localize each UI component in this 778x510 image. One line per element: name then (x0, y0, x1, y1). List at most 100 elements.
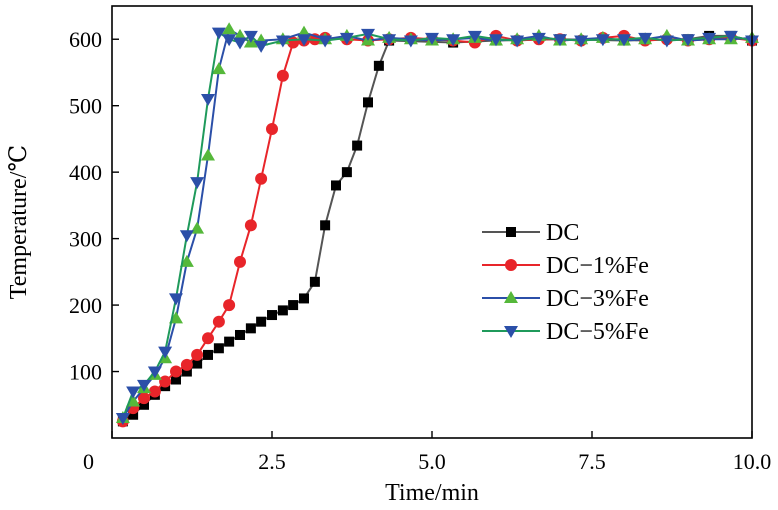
data-point (266, 122, 278, 135)
data-point (382, 34, 397, 47)
data-point (126, 386, 141, 399)
data-point (659, 35, 674, 48)
data-point (212, 315, 225, 328)
data-point (341, 167, 352, 178)
data-point (288, 300, 299, 311)
data-point (170, 365, 182, 378)
data-point (224, 336, 235, 347)
data-point (179, 230, 194, 243)
data-point (254, 40, 269, 53)
data-point (638, 32, 653, 45)
series-group (115, 22, 759, 428)
data-point (169, 293, 183, 306)
data-point (255, 172, 268, 185)
data-point (191, 348, 204, 361)
y-tick-label: 200 (69, 293, 102, 318)
data-point (373, 60, 384, 71)
data-point (363, 97, 373, 108)
data-point (201, 94, 215, 107)
legend-label: DC (546, 220, 579, 246)
axis-ticks: 0 2.5 5.0 7.5 10.0 100 200 300 400 500 600 (69, 27, 771, 474)
data-point (222, 34, 237, 47)
legend-entry: DC−1%Fe (482, 253, 649, 279)
data-point (147, 366, 162, 379)
data-point (510, 35, 525, 48)
data-point (192, 358, 203, 369)
series-2 (116, 29, 758, 428)
series-line (121, 30, 753, 419)
data-point (223, 299, 236, 312)
x-tick-label: 10.0 (733, 449, 772, 474)
data-point (138, 392, 150, 405)
series-3 (115, 22, 759, 424)
legend-entry: DC−5%Fe (482, 319, 649, 345)
data-point (213, 343, 224, 354)
data-point (403, 35, 418, 48)
y-tick-label: 600 (69, 27, 102, 52)
data-point (222, 22, 237, 35)
data-point (202, 332, 214, 345)
y-tick-label: 400 (69, 160, 102, 185)
data-point (234, 255, 246, 268)
data-point (318, 35, 333, 48)
data-point (201, 148, 215, 161)
data-point (352, 140, 363, 151)
legend-marker (504, 291, 518, 303)
data-point (115, 413, 130, 426)
y-tick-label: 500 (69, 94, 102, 119)
series-1 (117, 30, 757, 427)
data-point (139, 399, 149, 410)
x-tick-label: 0 (83, 449, 94, 474)
data-point (159, 375, 172, 388)
data-point (489, 34, 503, 47)
data-point (574, 35, 589, 48)
plot-frame (111, 5, 753, 439)
data-point (276, 69, 289, 82)
series-line (122, 34, 753, 422)
data-point (595, 34, 610, 47)
data-point (681, 34, 695, 47)
data-point (233, 37, 247, 50)
legend-label: DC−3%Fe (546, 286, 649, 312)
y-tick-label: 100 (69, 360, 102, 385)
data-point (211, 27, 226, 40)
data-point (235, 329, 245, 340)
data-point (277, 305, 288, 316)
data-point (181, 366, 192, 377)
y-axis-title: Temperature/℃ (6, 145, 32, 299)
series-4 (115, 27, 759, 426)
legend: DC DC−1%Fe DC−3%Fe DC−5%Fe (482, 220, 649, 345)
data-point (702, 32, 717, 45)
data-point (171, 374, 181, 385)
data-point (245, 323, 256, 334)
data-point (180, 358, 193, 371)
legend-entry: DC (482, 220, 579, 246)
data-point (331, 180, 341, 191)
data-point (267, 310, 277, 321)
data-point (137, 379, 151, 392)
y-tick-label: 300 (69, 227, 102, 252)
legend-label: DC−1%Fe (546, 253, 649, 279)
data-point (128, 409, 139, 420)
data-point (617, 34, 631, 47)
data-point (158, 346, 173, 359)
data-point (256, 316, 267, 327)
legend-entry: DC−3%Fe (482, 286, 649, 312)
legend-marker (506, 227, 516, 237)
data-point (126, 394, 141, 407)
data-point (297, 34, 311, 47)
data-point (309, 276, 320, 287)
data-point (190, 177, 205, 190)
data-point (179, 254, 194, 267)
data-point (553, 34, 567, 47)
x-tick-label: 5.0 (418, 449, 446, 474)
data-point (467, 30, 482, 43)
x-tick-label: 2.5 (258, 449, 286, 474)
legend-marker (504, 326, 518, 338)
data-point (446, 34, 461, 47)
data-point (361, 28, 375, 41)
legend-label: DC−5%Fe (546, 319, 649, 345)
data-point (339, 32, 354, 45)
series-line (122, 34, 753, 423)
